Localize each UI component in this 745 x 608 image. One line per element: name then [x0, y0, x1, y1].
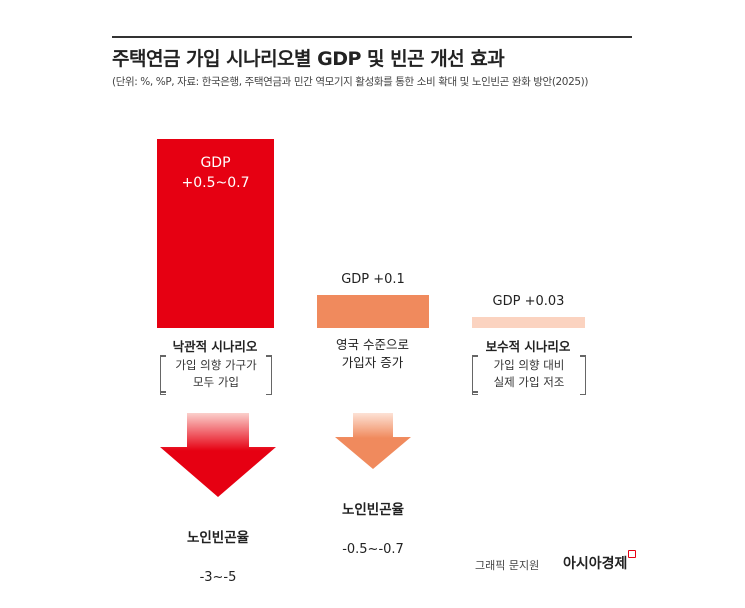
bar-conservative [472, 317, 585, 328]
bar-uk-level [317, 295, 429, 328]
poverty-optimistic-value: -3~-5 [199, 570, 237, 585]
graphic-credit: 그래픽 문지원 [475, 559, 540, 572]
scenario-desc-optimistic: 가입 의향 가구가 모두 가입 [175, 358, 257, 389]
bar-label-conservative: GDP +0.03 [492, 294, 565, 309]
poverty-optimistic: 노인빈곤율 -3~-5 [160, 508, 276, 608]
bar-label-optimistic: GDP +0.5~0.7 [181, 154, 250, 191]
poverty-uk-level: 노인빈곤율 -0.5~-0.7 [318, 480, 428, 580]
chart-title: 주택연금 가입 시나리오별 GDP 및 빈곤 개선 효과 [112, 48, 505, 70]
bar-optimistic [157, 138, 274, 328]
down-arrow-optimistic-icon [160, 413, 276, 497]
top-rule [112, 36, 632, 38]
bar-label-uk-level: GDP +0.1 [341, 272, 405, 287]
poverty-uk-level-label: 노인빈곤율 [341, 502, 405, 518]
down-arrow-uk-level-icon [335, 413, 411, 469]
poverty-optimistic-label: 노인빈곤율 [186, 530, 250, 546]
chart-subtitle: (단위: %, %P, 자료: 한국은행, 주택연금과 민간 역모기지 활성화를… [112, 76, 589, 88]
poverty-uk-level-value: -0.5~-0.7 [342, 542, 404, 557]
bracket-conservative: 가입 의향 대비 실제 가입 저조 [472, 355, 586, 395]
scenario-title-uk-level: 영국 수준으로 가입자 증가 [336, 337, 409, 370]
scenario-title-optimistic: 낙관적 시나리오 [172, 339, 258, 354]
bracket-optimistic: 가입 의향 가구가 모두 가입 [160, 355, 272, 395]
brand-mark-icon [628, 550, 636, 558]
scenario-desc-conservative: 가입 의향 대비 실제 가입 저조 [493, 358, 565, 389]
brand-logo: 아시아경제 [563, 556, 628, 572]
scenario-title-conservative: 보수적 시나리오 [485, 339, 571, 354]
